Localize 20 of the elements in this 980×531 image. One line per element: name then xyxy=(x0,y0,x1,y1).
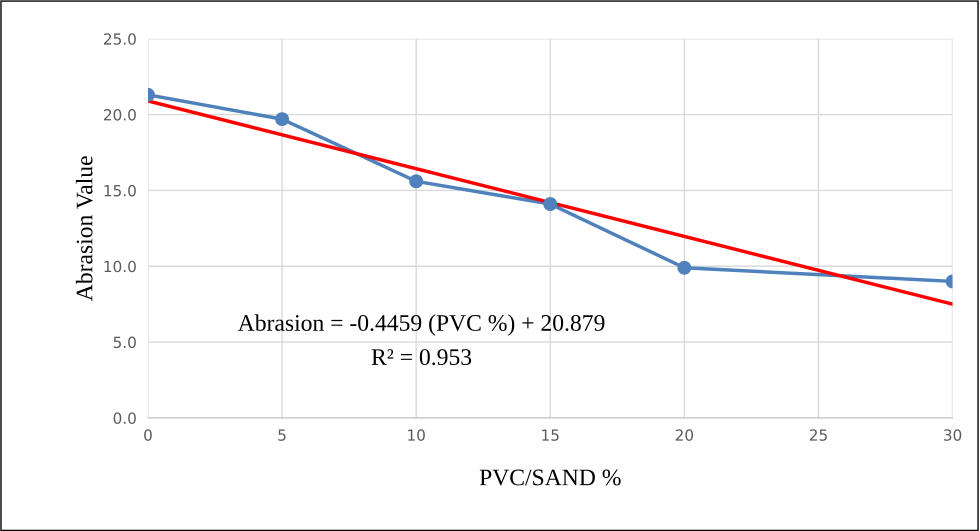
y-tick-label: 25.0 xyxy=(104,33,136,45)
point xyxy=(677,260,692,275)
y-tick-label: 0.0 xyxy=(114,412,136,424)
y-tick-label: 5.0 xyxy=(114,336,136,348)
x-tick-label: 25 xyxy=(810,429,827,441)
x-tick-label: 20 xyxy=(676,429,694,441)
x-tick-label: 30 xyxy=(944,429,962,441)
x-axis-title: PVC/SAND % xyxy=(480,469,621,486)
x-tick-label: 0 xyxy=(144,429,152,441)
y-tick-label: 15.0 xyxy=(104,184,136,196)
y-tick-label: 10.0 xyxy=(104,260,136,272)
x-tick-label: 10 xyxy=(408,429,425,441)
y-tick-label: 20.0 xyxy=(104,109,136,121)
x-tick-label: 5 xyxy=(278,429,286,441)
point xyxy=(409,174,424,188)
annotation: Abrasion = -0.4459 (PVC %) + 20.879 xyxy=(238,314,604,336)
annotation: R² = 0.953 xyxy=(372,349,472,366)
point xyxy=(543,197,558,212)
y-axis-title: Abrasion Value xyxy=(76,156,93,301)
x-tick-label: 15 xyxy=(542,429,559,441)
